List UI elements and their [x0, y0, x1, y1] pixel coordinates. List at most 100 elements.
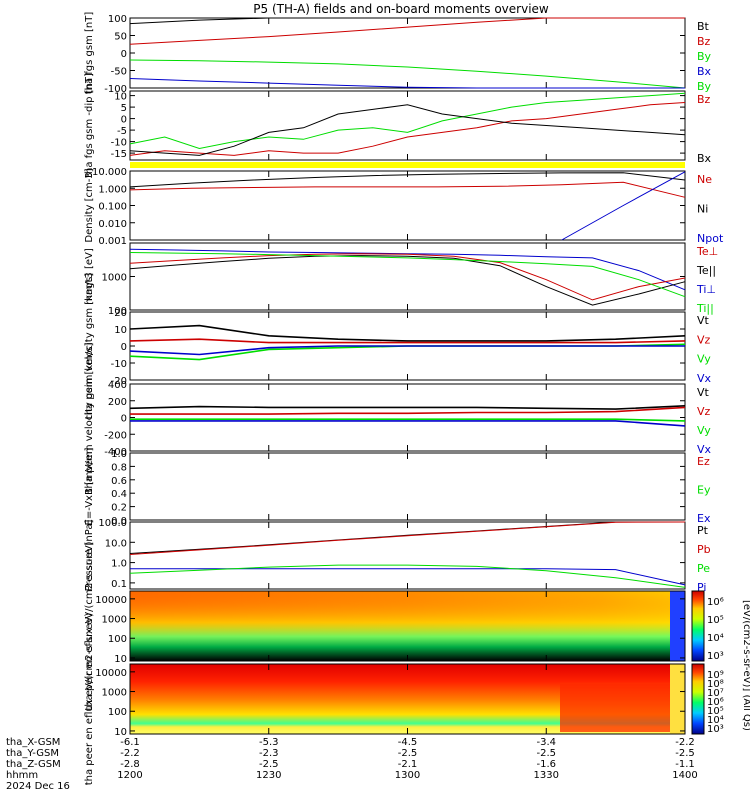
x-row-value: 1300	[395, 770, 420, 781]
legend-item: Bx	[697, 152, 712, 165]
colorbar	[691, 663, 705, 735]
series-vt	[129, 324, 686, 342]
colorbar-tick-label: 10⁸	[707, 679, 724, 690]
legend-item: Pt	[697, 524, 709, 537]
legend-item: By	[697, 80, 712, 93]
legend-item: Ne	[697, 173, 712, 186]
y-tick-label: 1000	[102, 615, 127, 626]
series-by	[129, 92, 686, 150]
series-bz	[129, 102, 686, 156]
y-tick-label: 100.0	[98, 518, 127, 529]
y-tick-label: 50	[114, 32, 127, 43]
y-tick-label: 0.001	[98, 236, 127, 247]
colorbar-tick-label: 10³	[707, 724, 724, 735]
spectrogram-electron-patch	[560, 684, 670, 732]
x-row-value: -2.3	[259, 748, 279, 759]
spectrogram-ion-edge	[670, 591, 685, 661]
y-tick-label: -15	[111, 149, 127, 160]
x-row-value: 1230	[256, 770, 281, 781]
y-tick-label: 0	[121, 49, 127, 60]
panel-9: 10⁶ 10⁵ 10⁴ 10³ 10000 1000 100 10 tha peir en ef…	[84, 541, 724, 710]
series-by	[129, 59, 686, 89]
y-tick-label: -100	[104, 84, 127, 95]
x-row-label: tha_Y-GSM	[6, 748, 59, 759]
x-row-label: hhmm	[6, 770, 38, 781]
y-tick-label: 10	[114, 325, 127, 336]
y-tick-label: 100	[108, 707, 127, 718]
x-axis-block: tha_X-GSM -6.1 -5.3 -4.5 -3.4 -2.2 tha_Y-GSM -2…	[6, 737, 698, 792]
legend-item: By	[697, 50, 712, 63]
series-ne	[129, 181, 686, 198]
legend-item: Ex	[697, 512, 711, 525]
y-tick-label: 200	[108, 397, 127, 408]
y-tick-label: 400	[108, 380, 127, 391]
figure-title: P5 (TH-A) fields and on-board moments ov…	[253, 2, 549, 16]
x-row-value: -3.4	[536, 737, 556, 748]
legend-item: Te⊥	[696, 245, 718, 258]
legend-item: Ez	[697, 455, 710, 468]
x-row-value: -2.2	[120, 748, 140, 759]
series-te	[129, 253, 686, 301]
y-tick-label: 100	[108, 306, 127, 317]
spectrogram-electron-edge	[670, 664, 685, 734]
series-ti	[129, 248, 686, 291]
y-tick-label: 10000	[95, 595, 127, 606]
y-tick-label: 1000	[102, 273, 127, 284]
y-axis-label: tha fgs gsm [nT]	[84, 12, 95, 95]
legend-item: Ti||	[696, 302, 714, 315]
legend-item: Vt	[697, 386, 710, 399]
legend-item: Vy	[697, 353, 711, 366]
x-row-label: tha_X-GSM	[6, 737, 60, 748]
x-row-value: -4.5	[398, 737, 418, 748]
y-tick-label: -5	[117, 126, 127, 137]
y-tick-label: 10	[114, 654, 127, 665]
y-tick-label: -10	[111, 138, 127, 149]
colorbar-tick-label: 10³	[707, 651, 724, 662]
colorbar-tick-label: 10⁵	[707, 615, 724, 626]
series-bz	[129, 17, 685, 45]
panel-8: 100.0 10.0 1.0 0.1 Pressure [nPa] Pt Pb Pe Pi	[84, 518, 711, 594]
y-axis-label: tha fgs gsm -dip [nT]	[84, 73, 95, 178]
x-row-value: -6.1	[120, 737, 140, 748]
x-row-value: -5.3	[259, 737, 279, 748]
series-bx	[129, 78, 685, 89]
legend-item: Bt	[697, 20, 710, 33]
panel-4: 1000 100 magt3 [eV] Te⊥ Te|| Ti⊥ Ti||	[84, 242, 718, 317]
y-tick-label: 0.8	[111, 462, 127, 473]
y-axis-label: Density [cm-3]	[84, 168, 95, 242]
legend-item: Vx	[697, 443, 712, 456]
y-tick-label: 0.010	[98, 219, 127, 230]
y-axis-label: magt3 [eV]	[84, 248, 95, 305]
x-row-value: -1.6	[536, 759, 556, 770]
y-tick-label: 0.2	[111, 503, 127, 514]
y-tick-label: 0	[121, 414, 127, 425]
panel-frame	[129, 242, 686, 311]
series-npot	[561, 171, 686, 241]
legend-item: Vx	[697, 372, 712, 385]
legend-item: Te||	[696, 264, 716, 277]
series-vz	[129, 338, 686, 344]
y-axis-label: tha peir en eflux eV/(cm2-s-sr-eV)	[84, 541, 95, 710]
y-tick-label: 1.0	[111, 449, 127, 460]
legend-item: Pb	[697, 543, 711, 556]
y-tick-label: 0.4	[111, 489, 127, 500]
panel-1: 100 50 0 -50 -100 tha fgs gsm [nT] Bt Bz By Bx By	[84, 12, 712, 95]
colorbar-tick-label: 10⁶	[707, 697, 724, 708]
x-row-value: 1200	[117, 770, 142, 781]
x-row-value: -2.5	[259, 759, 279, 770]
y-axis-label: tha peim velocity gsm [km/s]	[84, 273, 95, 420]
series-te	[129, 255, 686, 306]
y-tick-label: 0.100	[98, 202, 127, 213]
y-tick-label: 100	[108, 634, 127, 645]
colorbar-tick-label: 10⁹	[707, 670, 724, 681]
y-axis-label: E=-VxB [mV/m]	[84, 447, 95, 525]
legend-item: Pe	[697, 562, 710, 575]
series-pb	[129, 521, 686, 555]
y-tick-label: 10.000	[92, 167, 127, 178]
date-label: 2024 Dec 16	[6, 781, 70, 792]
y-tick-label: 1.000	[98, 184, 127, 195]
